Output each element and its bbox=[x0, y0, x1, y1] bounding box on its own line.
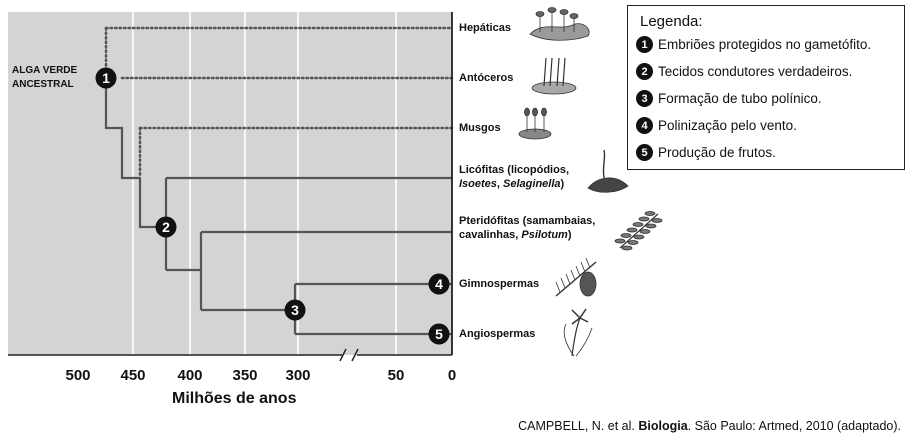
axis-tick-label-400: 400 bbox=[177, 367, 202, 384]
legend-item-5: 5 Produção de frutos. bbox=[636, 144, 776, 161]
axis-tick-label-350: 350 bbox=[232, 367, 257, 384]
legend-item-1: 1 Embriões protegidos no gametófito. bbox=[636, 36, 871, 53]
branch-backbone bbox=[104, 78, 166, 229]
taxon-text: Licófitas (licopódios, bbox=[459, 164, 570, 176]
antocero-plant-illustration bbox=[531, 57, 577, 95]
citation-book-title: Biologia bbox=[638, 419, 688, 433]
node-marker-1: 1 bbox=[95, 67, 117, 89]
musgo-plant-illustration bbox=[518, 107, 552, 140]
taxon-text: ) bbox=[560, 178, 565, 190]
taxon-label-gimnospermas: Gimnospermas bbox=[459, 277, 539, 291]
taxon-label-antoceros: Antóceros bbox=[459, 71, 513, 85]
taxon-text: ) bbox=[567, 229, 572, 241]
grid-lines bbox=[132, 12, 397, 355]
axis-tick-label-450: 450 bbox=[120, 367, 145, 384]
axis-tick-label-300: 300 bbox=[285, 367, 310, 384]
taxon-label-hepaticas: Hepáticas bbox=[459, 21, 511, 35]
node-marker-3: 3 bbox=[284, 299, 306, 321]
taxon-text: Antóceros bbox=[459, 72, 514, 84]
licofita-plant-illustration bbox=[587, 149, 629, 193]
taxon-label-line: Isoetes, Selaginella) bbox=[459, 177, 569, 191]
legend-item-2: 2 Tecidos condutores verdadeiros. bbox=[636, 63, 852, 80]
taxon-text: Psilotum bbox=[521, 229, 568, 241]
axis-tick-label-500: 500 bbox=[65, 367, 90, 384]
taxon-label-musgos: Musgos bbox=[459, 121, 501, 135]
citation-authors: CAMPBELL, N. et al. bbox=[518, 419, 639, 433]
legend-number-badge: 3 bbox=[636, 90, 653, 107]
taxon-text: Hepáticas bbox=[459, 22, 511, 34]
taxon-label-licofitas: Licófitas (licopódios, Isoetes, Selaginel… bbox=[459, 163, 569, 191]
axis-break-mark-2 bbox=[351, 348, 359, 362]
node-marker-2: 2 bbox=[155, 216, 177, 238]
chart-background bbox=[8, 12, 452, 355]
node-marker-4: 4 bbox=[428, 273, 450, 295]
node-number-3: 3 bbox=[291, 302, 299, 318]
legend-item-text: Produção de frutos. bbox=[658, 145, 776, 160]
legend-item-3: 3 Formação de tubo polínico. bbox=[636, 90, 822, 107]
legend-number-badge: 1 bbox=[636, 36, 653, 53]
legend-title: Legenda: bbox=[640, 13, 703, 30]
taxon-text: Isoetes bbox=[459, 178, 497, 190]
taxon-text: Pteridófitas (samambaias, bbox=[459, 215, 596, 227]
taxon-label-line: Antóceros bbox=[459, 71, 513, 85]
node-marker-5: 5 bbox=[428, 323, 450, 345]
node-number-5: 5 bbox=[435, 326, 443, 342]
axis-title: Milhões de anos bbox=[172, 390, 297, 407]
taxon-label-line: Musgos bbox=[459, 121, 501, 135]
taxon-text: Selaginella bbox=[503, 178, 561, 190]
legend-number-badge: 4 bbox=[636, 117, 653, 134]
legend-number-badge: 2 bbox=[636, 63, 653, 80]
time-axis: 500 450 400 350 300 50 0 bbox=[8, 348, 456, 384]
taxon-label-angiospermas: Angiospermas bbox=[459, 327, 535, 341]
citation-publisher: . São Paulo: Artmed, 2010 (adaptado). bbox=[687, 419, 901, 433]
taxon-label-line: Angiospermas bbox=[459, 327, 535, 341]
legend-item-text: Embriões protegidos no gametófito. bbox=[658, 37, 872, 52]
node-number-4: 4 bbox=[435, 276, 443, 292]
legend-item-text: Polinização pelo vento. bbox=[658, 118, 797, 133]
taxon-text: Angiospermas bbox=[459, 328, 536, 340]
node-number-1: 1 bbox=[102, 70, 110, 86]
taxon-text: Gimnospermas bbox=[459, 278, 540, 290]
taxon-label-line: Licófitas (licopódios, bbox=[459, 163, 569, 177]
taxon-label-pteridofitas: Pteridófitas (samambaias, cavalinhas, Psi… bbox=[459, 214, 595, 242]
pteridofita-plant-illustration bbox=[614, 211, 663, 251]
node-number-2: 2 bbox=[162, 219, 170, 235]
ancestral-label-line-2: ANCESTRAL bbox=[12, 79, 74, 90]
taxon-label-line: Pteridófitas (samambaias, bbox=[459, 214, 595, 228]
ancestral-label: ALGA VERDE ANCESTRAL bbox=[12, 64, 77, 92]
legend: Legenda: 1 Embriões protegidos no gametóf… bbox=[627, 5, 905, 170]
legend-item-text: Formação de tubo polínico. bbox=[658, 91, 822, 106]
gimnosperma-plant-illustration bbox=[555, 257, 597, 297]
citation: CAMPBELL, N. et al. Biologia. São Paulo:… bbox=[518, 419, 901, 433]
legend-number-badge: 5 bbox=[636, 144, 653, 161]
taxon-label-line: Hepáticas bbox=[459, 21, 511, 35]
legend-item-4: 4 Polinização pelo vento. bbox=[636, 117, 797, 134]
plant-illustrations bbox=[518, 7, 663, 357]
legend-item-text: Tecidos condutores verdadeiros. bbox=[658, 64, 853, 79]
axis-break-mark-1 bbox=[339, 348, 347, 362]
axis-tick-label-50: 50 bbox=[388, 367, 405, 384]
taxon-text: cavalinhas, bbox=[459, 229, 522, 241]
taxon-text: , bbox=[496, 178, 504, 190]
hepatica-plant-illustration bbox=[529, 7, 590, 41]
angiosperma-plant-illustration bbox=[563, 308, 593, 357]
taxon-label-line: cavalinhas, Psilotum) bbox=[459, 228, 595, 242]
ancestral-label-line-1: ALGA VERDE bbox=[12, 65, 78, 76]
axis-tick-label-0: 0 bbox=[448, 367, 456, 384]
taxon-label-line: Gimnospermas bbox=[459, 277, 539, 291]
taxon-text: Musgos bbox=[459, 122, 501, 134]
node-markers: 1 2 3 4 5 bbox=[95, 67, 450, 345]
